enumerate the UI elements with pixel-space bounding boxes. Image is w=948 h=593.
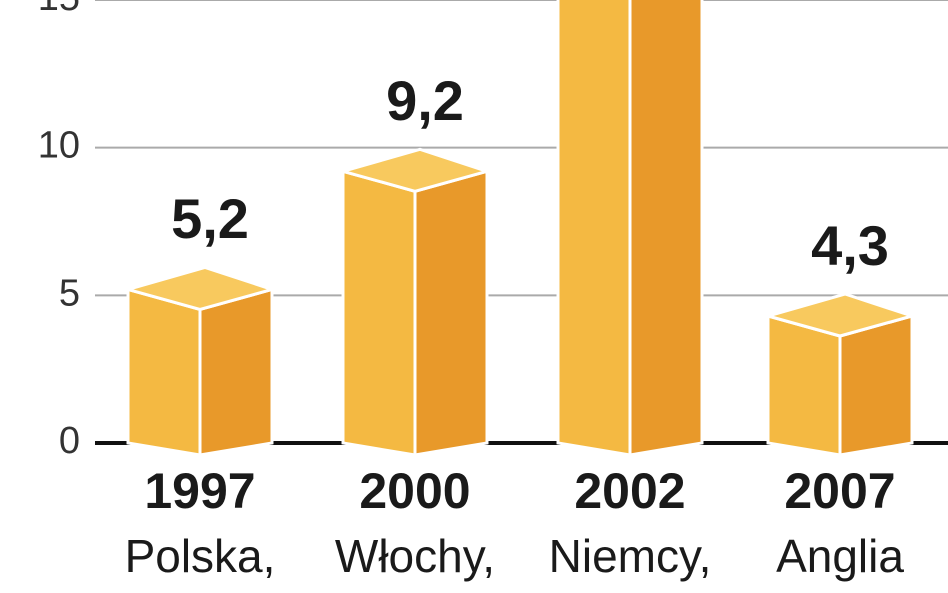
y-tick-label: 0 [59,420,80,462]
x-tick-label: 2002 [574,463,685,519]
bar [122,265,278,457]
x-tick-label: 1997 [144,463,255,519]
bar [556,0,704,457]
bar-front [766,314,842,457]
bar-side [198,287,274,457]
y-tick-label: 15 [38,0,80,19]
bar-side [413,169,489,457]
y-tick-label: 5 [59,272,80,314]
value-label: 9,2 [386,69,464,132]
y-tick-label: 10 [38,125,80,167]
x-tick-label: 2007 [784,463,895,519]
x-sublabel: Anglia [776,530,904,582]
bar-top [122,265,278,311]
bar-front [341,169,417,457]
value-label: 4,3 [811,214,889,277]
bar-front [126,287,202,457]
x-sublabel: Włochy, [335,530,495,582]
x-tick-label: 2000 [359,463,470,519]
x-sublabel: Polska, [125,530,276,582]
bar-front [556,0,632,457]
bar-side [838,314,914,457]
bar [762,292,918,457]
bar-top [762,292,918,338]
value-label: 5,2 [171,187,249,250]
bar-side [628,0,704,457]
x-sublabel: Niemcy, [549,530,712,582]
bar-top [337,147,493,193]
bar [337,147,493,457]
